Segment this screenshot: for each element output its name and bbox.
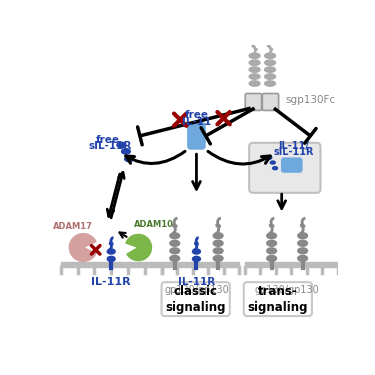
Bar [61, 262, 162, 267]
FancyBboxPatch shape [249, 143, 321, 193]
Ellipse shape [249, 67, 260, 72]
Ellipse shape [117, 142, 126, 148]
Text: IL-11R: IL-11R [92, 277, 131, 287]
Ellipse shape [213, 233, 223, 239]
Ellipse shape [170, 240, 180, 246]
Ellipse shape [267, 248, 276, 254]
Ellipse shape [273, 166, 278, 170]
Ellipse shape [298, 255, 307, 261]
Text: ADAM10: ADAM10 [134, 220, 174, 229]
Ellipse shape [170, 248, 180, 254]
Text: classic
signaling: classic signaling [165, 285, 226, 314]
Ellipse shape [267, 240, 276, 246]
Bar [244, 262, 338, 267]
Ellipse shape [192, 256, 200, 261]
Text: IL-11R: IL-11R [178, 277, 215, 287]
Text: IL-11: IL-11 [182, 117, 211, 127]
Ellipse shape [170, 233, 180, 239]
Ellipse shape [267, 156, 272, 159]
FancyBboxPatch shape [262, 93, 279, 111]
Ellipse shape [213, 248, 223, 254]
Text: gp130/gp130: gp130/gp130 [255, 285, 320, 295]
Ellipse shape [170, 255, 180, 261]
FancyBboxPatch shape [281, 158, 303, 173]
FancyBboxPatch shape [162, 282, 230, 316]
Ellipse shape [122, 149, 130, 154]
Bar [162, 262, 239, 267]
FancyArrowPatch shape [126, 152, 185, 164]
Ellipse shape [265, 81, 276, 86]
FancyBboxPatch shape [244, 282, 312, 316]
Ellipse shape [270, 161, 275, 164]
Text: sIL-11R: sIL-11R [89, 141, 132, 151]
Ellipse shape [107, 256, 115, 261]
Ellipse shape [298, 240, 307, 246]
Ellipse shape [265, 53, 276, 58]
Ellipse shape [265, 67, 276, 72]
Ellipse shape [298, 248, 307, 254]
Ellipse shape [249, 74, 260, 79]
Ellipse shape [298, 233, 307, 239]
Ellipse shape [213, 255, 223, 261]
FancyBboxPatch shape [187, 122, 206, 150]
Ellipse shape [124, 156, 134, 162]
Ellipse shape [267, 233, 276, 239]
Wedge shape [126, 234, 152, 261]
Text: IL-11/: IL-11/ [278, 141, 309, 151]
FancyArrowPatch shape [208, 152, 270, 164]
Text: sgp130Fc: sgp130Fc [286, 96, 336, 105]
Text: trans-
signaling: trans- signaling [248, 285, 308, 314]
Wedge shape [69, 234, 96, 261]
Text: free: free [184, 111, 209, 120]
Ellipse shape [107, 249, 115, 254]
Ellipse shape [265, 74, 276, 79]
Text: free: free [95, 135, 119, 145]
Ellipse shape [249, 60, 260, 65]
Text: sIL-11R: sIL-11R [273, 147, 314, 158]
FancyBboxPatch shape [245, 93, 261, 111]
Text: gp130/gp130: gp130/gp130 [164, 285, 229, 295]
Ellipse shape [249, 53, 260, 58]
Ellipse shape [265, 60, 276, 65]
Ellipse shape [213, 240, 223, 246]
Text: ADAM17: ADAM17 [53, 222, 92, 231]
Ellipse shape [267, 255, 276, 261]
Ellipse shape [249, 81, 260, 86]
Ellipse shape [192, 249, 200, 254]
